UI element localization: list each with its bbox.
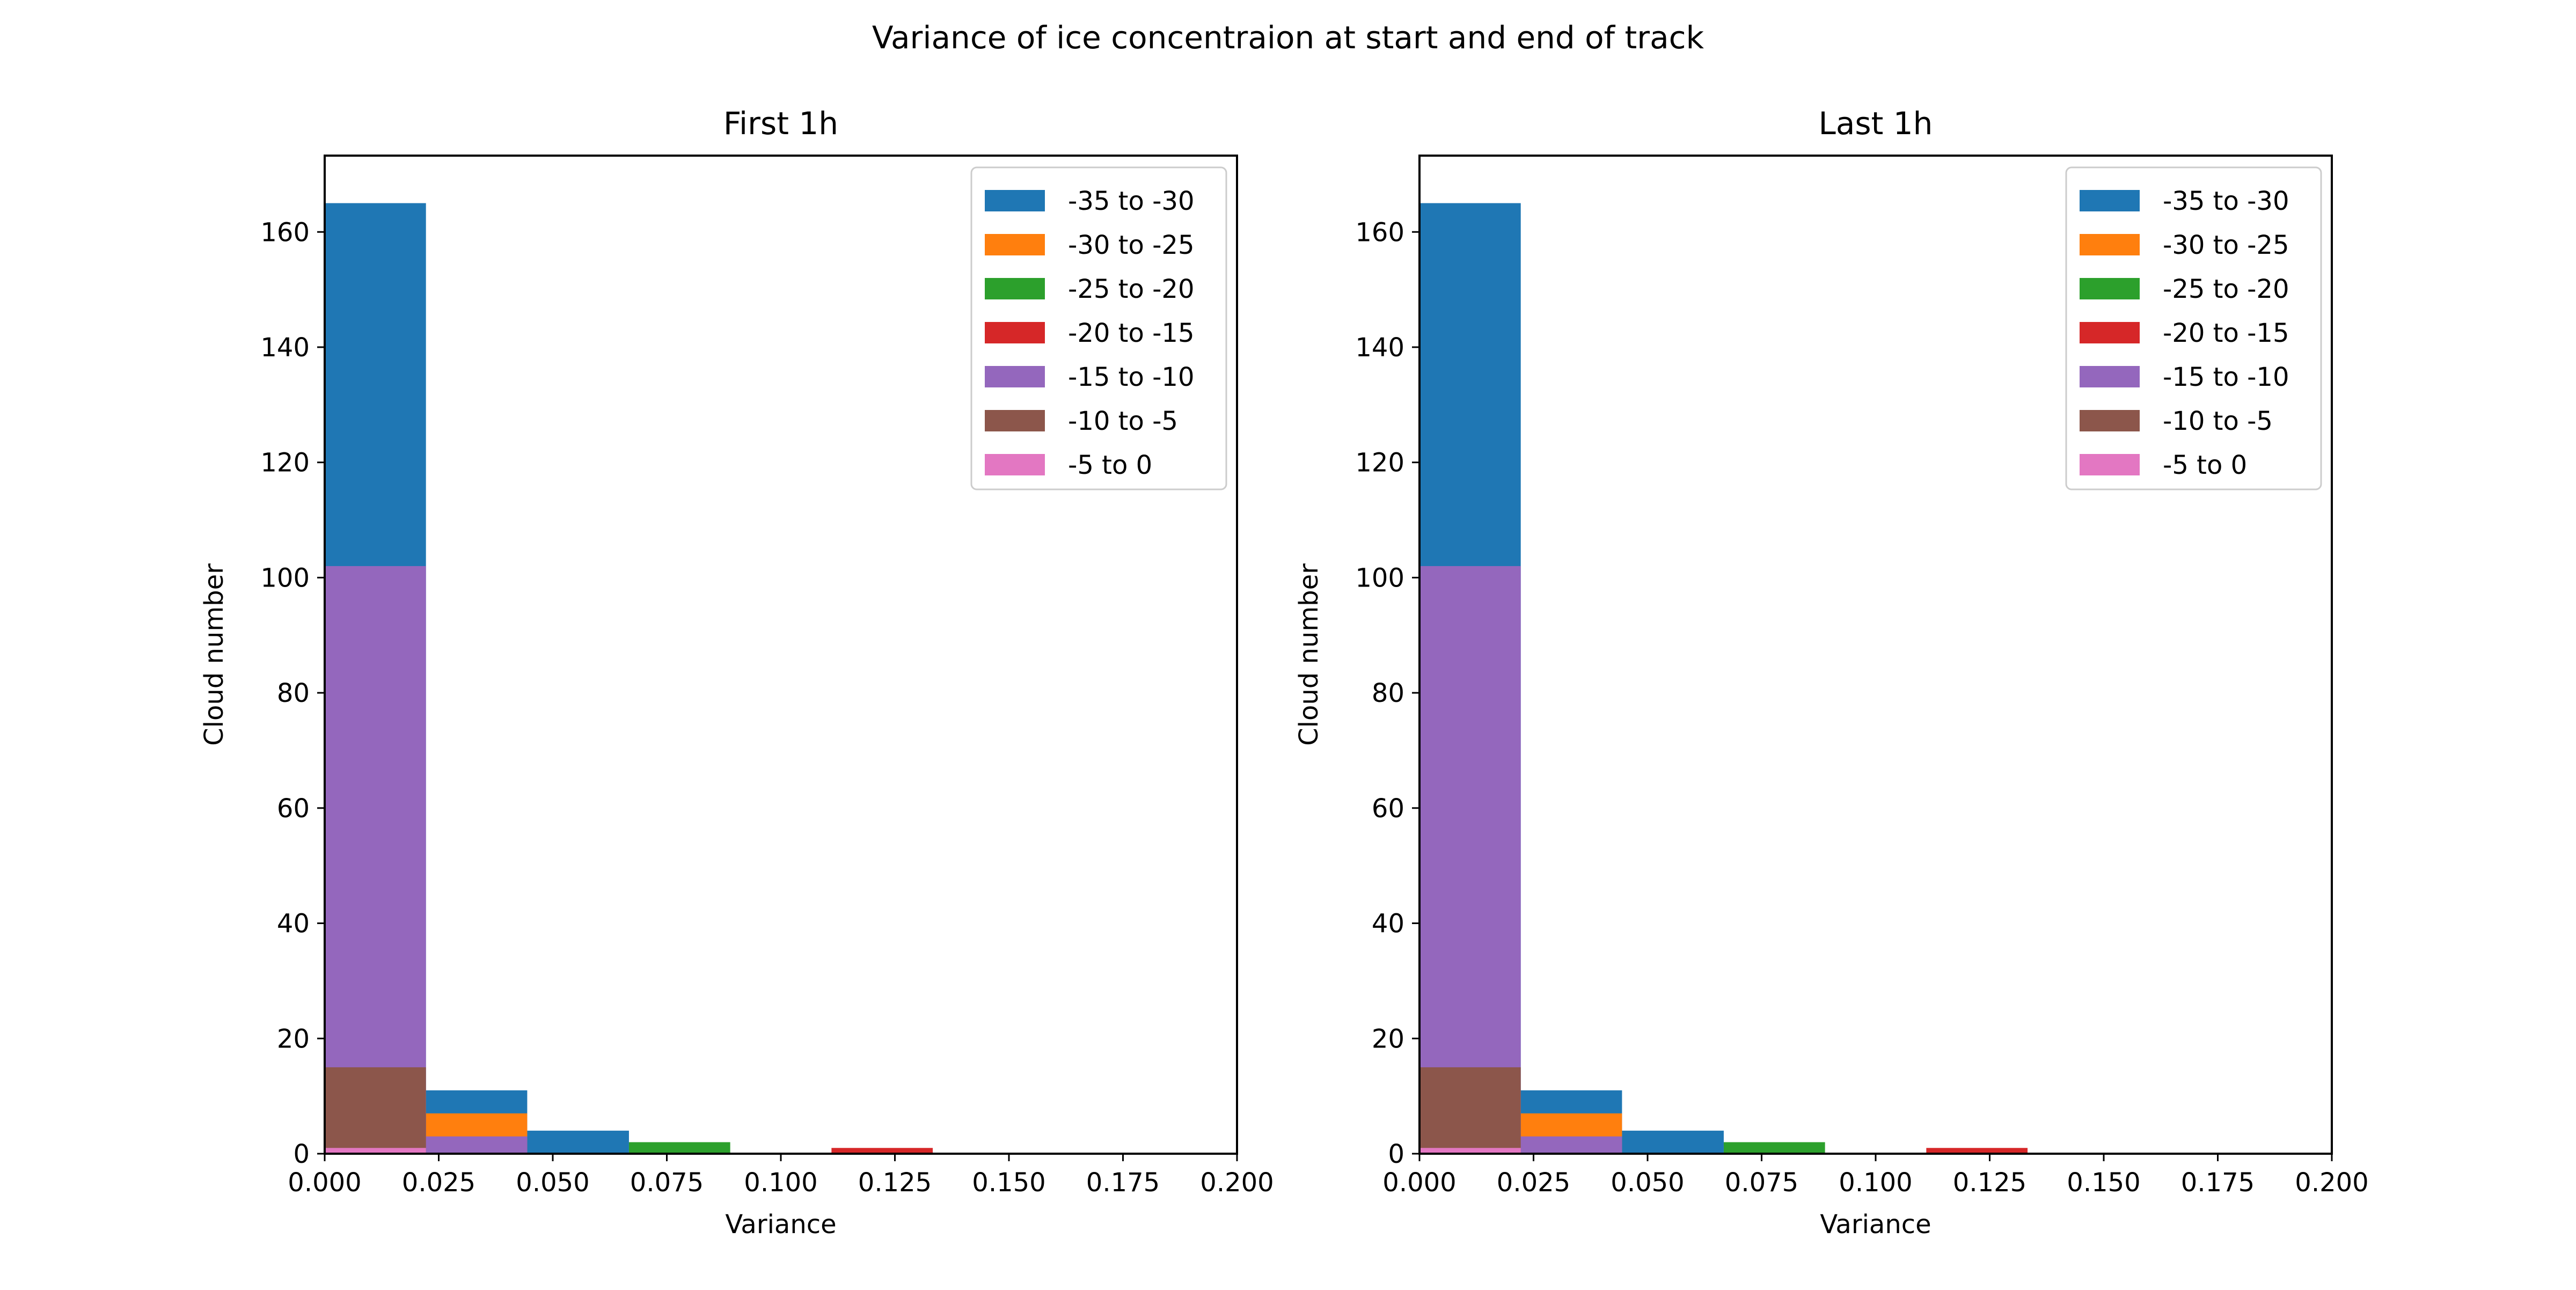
legend: -35 to -30 -30 to -25 -25 to -20 -20 to -15… xyxy=(2065,166,2322,490)
bar-7-1 xyxy=(1419,1148,1521,1154)
legend-label-4: -20 to -15 xyxy=(1068,318,1195,348)
figure-suptitle: Variance of ice concentraion at start an… xyxy=(872,19,1704,56)
axes-title: Last 1h xyxy=(1819,105,1933,142)
legend-label-1: -35 to -30 xyxy=(2163,186,2289,216)
x-tick-label: 0.050 xyxy=(1611,1168,1684,1198)
y-tick-label: 0 xyxy=(293,1139,310,1169)
y-tick-label: 80 xyxy=(277,678,310,708)
legend: -35 to -30 -30 to -25 -25 to -20 -20 to -15… xyxy=(970,166,1227,490)
y-tick-label: 0 xyxy=(1388,1139,1404,1169)
x-tick-label: 0.175 xyxy=(2181,1168,2255,1198)
y-tick-label: 20 xyxy=(1372,1024,1404,1054)
legend-label-2: -30 to -25 xyxy=(2163,230,2289,260)
y-tick-label: 80 xyxy=(1372,678,1404,708)
bar-4-1 xyxy=(1926,1148,2028,1154)
legend-swatch-5 xyxy=(985,366,1045,387)
x-tick-label: 0.150 xyxy=(2067,1168,2140,1198)
x-tick-label: 0.050 xyxy=(516,1168,589,1198)
x-tick-label: 0.150 xyxy=(972,1168,1045,1198)
bar-3-1 xyxy=(1723,1142,1825,1154)
legend-swatch-4 xyxy=(2080,322,2140,343)
y-tick-label: 40 xyxy=(277,909,310,939)
legend-swatch-6 xyxy=(985,410,1045,431)
bar-5-2 xyxy=(1520,1136,1622,1154)
y-tick-label: 160 xyxy=(260,217,310,247)
y-tick-label: 100 xyxy=(1355,563,1404,593)
legend-label-3: -25 to -20 xyxy=(2163,274,2289,304)
y-tick-label: 100 xyxy=(260,563,310,593)
bar-5-2 xyxy=(426,1136,528,1154)
x-tick-label: 0.075 xyxy=(1725,1168,1798,1198)
legend-swatch-5 xyxy=(2080,366,2140,387)
x-tick-label: 0.025 xyxy=(1497,1168,1570,1198)
bar-1-3 xyxy=(527,1131,629,1154)
y-axis-label: Cloud number xyxy=(199,563,229,746)
bar-7-1 xyxy=(325,1148,426,1154)
legend-swatch-7 xyxy=(2080,454,2140,475)
legend-swatch-2 xyxy=(985,234,1045,255)
x-tick-label: 0.175 xyxy=(1086,1168,1160,1198)
x-tick-label: 0.125 xyxy=(858,1168,932,1198)
y-tick-label: 60 xyxy=(1372,794,1404,824)
bar-3-1 xyxy=(628,1142,730,1154)
x-tick-label: 0.100 xyxy=(744,1168,817,1198)
legend-label-3: -25 to -20 xyxy=(1068,274,1195,304)
legend-label-2: -30 to -25 xyxy=(1068,230,1195,260)
y-tick-label: 60 xyxy=(277,794,310,824)
y-tick-label: 40 xyxy=(1372,909,1404,939)
legend-label-5: -15 to -10 xyxy=(1068,362,1195,392)
bar-4-1 xyxy=(831,1148,933,1154)
legend-label-5: -15 to -10 xyxy=(2163,362,2289,392)
x-tick-label: 0.025 xyxy=(402,1168,475,1198)
chart-panel-1: 0.000 0.025 0.050 0.075 0.100 0.125 0.150 0.175… xyxy=(199,105,1274,1240)
axes-group: 0.000 0.025 0.050 0.075 0.100 0.125 0.150 0.175… xyxy=(199,105,2369,1240)
legend-swatch-7 xyxy=(985,454,1045,475)
bar-6-1 xyxy=(1419,1067,1521,1154)
bars-group xyxy=(1419,203,2028,1154)
bar-1-3 xyxy=(1622,1131,1724,1154)
legend-swatch-3 xyxy=(2080,278,2140,299)
y-tick-label: 120 xyxy=(260,448,310,478)
y-axis-label: Cloud number xyxy=(1294,563,1324,746)
legend-swatch-4 xyxy=(985,322,1045,343)
legend-swatch-6 xyxy=(2080,410,2140,431)
y-tick-label: 20 xyxy=(277,1024,310,1054)
legend-label-4: -20 to -15 xyxy=(2163,318,2289,348)
bar-5-1 xyxy=(1419,566,1521,1154)
legend-swatch-2 xyxy=(2080,234,2140,255)
y-tick-label: 140 xyxy=(1355,333,1404,363)
legend-label-6: -10 to -5 xyxy=(2163,406,2273,436)
x-tick-label: 0.075 xyxy=(630,1168,704,1198)
bar-5-1 xyxy=(325,566,426,1154)
x-tick-label: 0.200 xyxy=(1200,1168,1274,1198)
legend-swatch-1 xyxy=(985,190,1045,211)
legend-swatch-1 xyxy=(2080,190,2140,211)
legend-label-7: -5 to 0 xyxy=(1068,450,1152,480)
bars-group xyxy=(325,203,933,1154)
legend-label-1: -35 to -30 xyxy=(1068,186,1195,216)
x-tick-label: 0.000 xyxy=(288,1168,361,1198)
legend-label-7: -5 to 0 xyxy=(2163,450,2247,480)
legend-label-6: -10 to -5 xyxy=(1068,406,1178,436)
y-tick-label: 140 xyxy=(260,333,310,363)
x-tick-label: 0.125 xyxy=(1953,1168,2026,1198)
x-tick-label: 0.100 xyxy=(1839,1168,1912,1198)
x-axis-label: Variance xyxy=(1820,1210,1931,1240)
chart-panel-2: 0.000 0.025 0.050 0.075 0.100 0.125 0.150 0.175… xyxy=(1294,105,2369,1240)
x-tick-label: 0.000 xyxy=(1382,1168,1456,1198)
x-axis-label: Variance xyxy=(725,1210,836,1240)
axes-title: First 1h xyxy=(723,105,838,142)
legend-swatch-3 xyxy=(985,278,1045,299)
y-tick-label: 160 xyxy=(1355,217,1404,247)
bar-6-1 xyxy=(325,1067,426,1154)
y-tick-label: 120 xyxy=(1355,448,1404,478)
x-tick-label: 0.200 xyxy=(2295,1168,2368,1198)
